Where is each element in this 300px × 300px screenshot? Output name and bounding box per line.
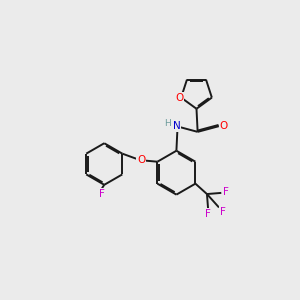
Text: F: F <box>220 207 226 217</box>
Text: H: H <box>164 119 171 128</box>
Text: O: O <box>220 121 228 131</box>
Text: F: F <box>205 209 211 219</box>
Text: O: O <box>137 155 146 165</box>
Text: N: N <box>172 121 180 131</box>
Text: O: O <box>175 93 183 103</box>
Text: F: F <box>99 189 104 199</box>
Text: F: F <box>223 188 229 197</box>
